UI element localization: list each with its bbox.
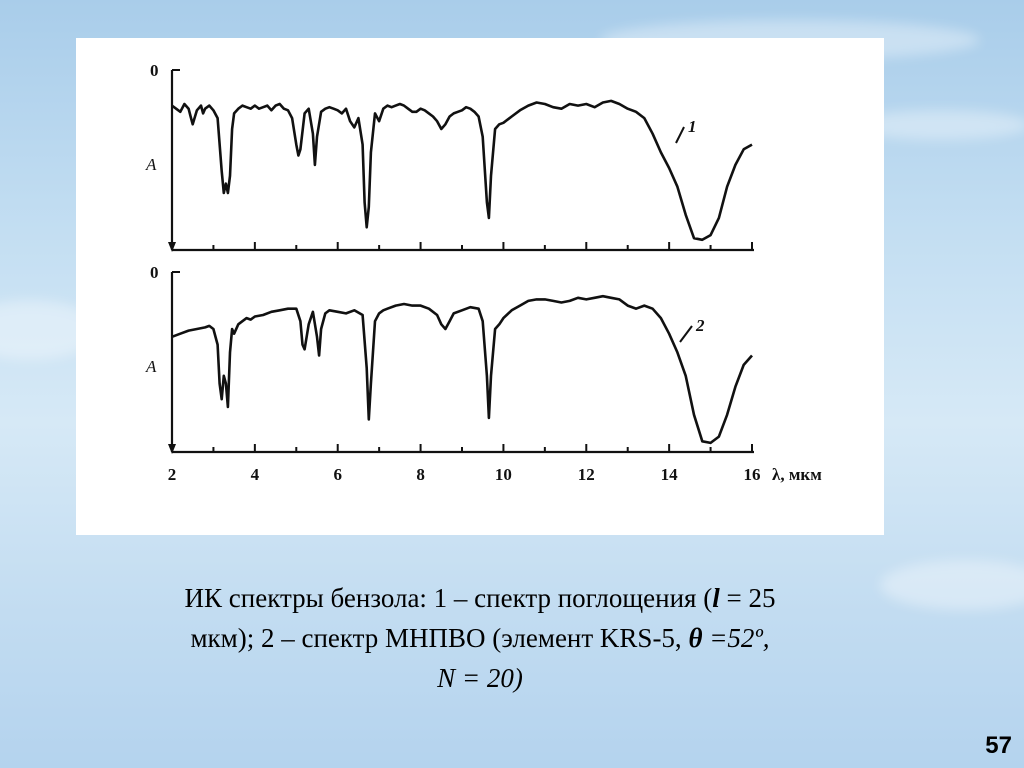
caption-line-1-end: = 25 (719, 583, 776, 613)
y-zero-label-2: 0 (150, 263, 159, 282)
curve-label-leader-1 (675, 126, 685, 144)
x-tick-label-2: 6 (333, 465, 342, 484)
curve-label-leader-2 (679, 325, 693, 343)
spectrum-curve-2 (171, 294, 753, 445)
x-tick-label-6: 14 (661, 465, 679, 484)
page-number: 57 (985, 732, 1012, 759)
x-tick-label-1: 4 (251, 465, 260, 484)
caption-line-3-text: N = 20) (437, 663, 523, 693)
y-zero-label-1: 0 (150, 61, 159, 80)
x-tick-label-4: 10 (495, 465, 512, 484)
caption-var-theta: θ (688, 623, 703, 653)
y-axis-label-1: A (145, 155, 157, 174)
caption-line-1-start: ИК спектры бензола: 1 – спектр поглощени… (184, 583, 713, 613)
x-tick-label-0: 2 (168, 465, 177, 484)
figure-caption: ИК спектры бензола: 1 – спектр поглощени… (90, 578, 870, 698)
spectrum-curve-1 (171, 99, 753, 242)
x-tick-label-7: 16 (744, 465, 761, 484)
caption-line-3: N = 20) (90, 658, 870, 698)
curve-label-2: 2 (695, 316, 705, 335)
caption-line-1: ИК спектры бензола: 1 – спектр поглощени… (90, 578, 870, 618)
x-tick-label-3: 8 (416, 465, 425, 484)
figure-panel: 0 A 1 0 A 2 2 4 6 8 10 12 14 16 λ, мкм (76, 38, 884, 535)
caption-var-l: l (712, 583, 720, 613)
x-tick-label-5: 12 (578, 465, 595, 484)
y-axis-label-2: A (145, 357, 157, 376)
caption-line-2-start: мкм); 2 – спектр МНПВО (элемент KRS-5, (190, 623, 689, 653)
x-axis-label: λ, мкм (772, 465, 822, 484)
caption-line-2-end: =52º, (702, 623, 770, 653)
caption-line-2: мкм); 2 – спектр МНПВО (элемент KRS-5, θ… (90, 618, 870, 658)
curve-label-1: 1 (688, 117, 697, 136)
